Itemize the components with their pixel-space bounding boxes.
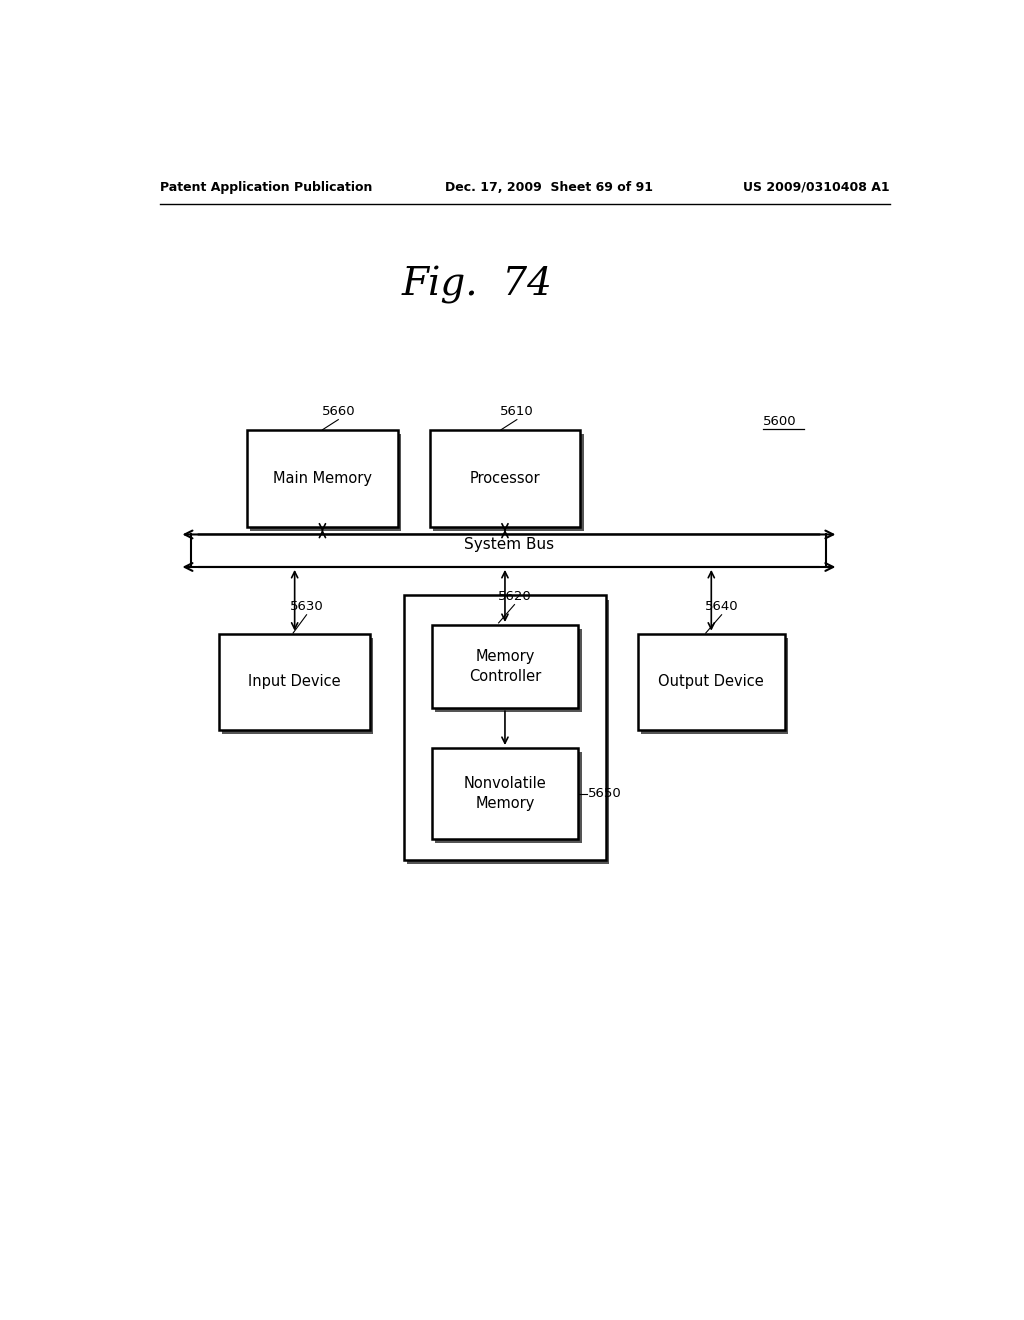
Text: System Bus: System Bus <box>464 537 554 552</box>
Text: Main Memory: Main Memory <box>273 471 372 486</box>
Text: 5640: 5640 <box>705 599 738 612</box>
Text: Output Device: Output Device <box>658 675 764 689</box>
Bar <box>435 752 582 843</box>
Bar <box>638 634 784 730</box>
Text: Dec. 17, 2009  Sheet 69 of 91: Dec. 17, 2009 Sheet 69 of 91 <box>445 181 653 194</box>
Text: Nonvolatile
Memory: Nonvolatile Memory <box>464 776 547 810</box>
Bar <box>403 595 606 859</box>
Text: 5650: 5650 <box>588 787 622 800</box>
Text: 5610: 5610 <box>500 405 534 417</box>
Text: 5630: 5630 <box>290 599 324 612</box>
Text: Patent Application Publication: Patent Application Publication <box>160 181 372 194</box>
Text: 5620: 5620 <box>498 590 531 602</box>
Text: US 2009/0310408 A1: US 2009/0310408 A1 <box>743 181 890 194</box>
Text: 5600: 5600 <box>763 414 797 428</box>
Bar <box>250 434 401 531</box>
Text: 5660: 5660 <box>322 405 355 417</box>
Bar <box>222 638 373 734</box>
Bar <box>430 430 581 527</box>
Bar <box>407 599 609 863</box>
Bar <box>435 630 582 713</box>
Bar <box>431 624 579 709</box>
Text: Memory
Controller: Memory Controller <box>469 649 541 684</box>
Bar <box>641 638 787 734</box>
Text: Fig.  74: Fig. 74 <box>401 267 553 305</box>
Bar <box>431 748 579 840</box>
Text: Input Device: Input Device <box>249 675 341 689</box>
Bar <box>247 430 397 527</box>
Text: Processor: Processor <box>470 471 541 486</box>
Bar <box>219 634 370 730</box>
Bar <box>433 434 584 531</box>
